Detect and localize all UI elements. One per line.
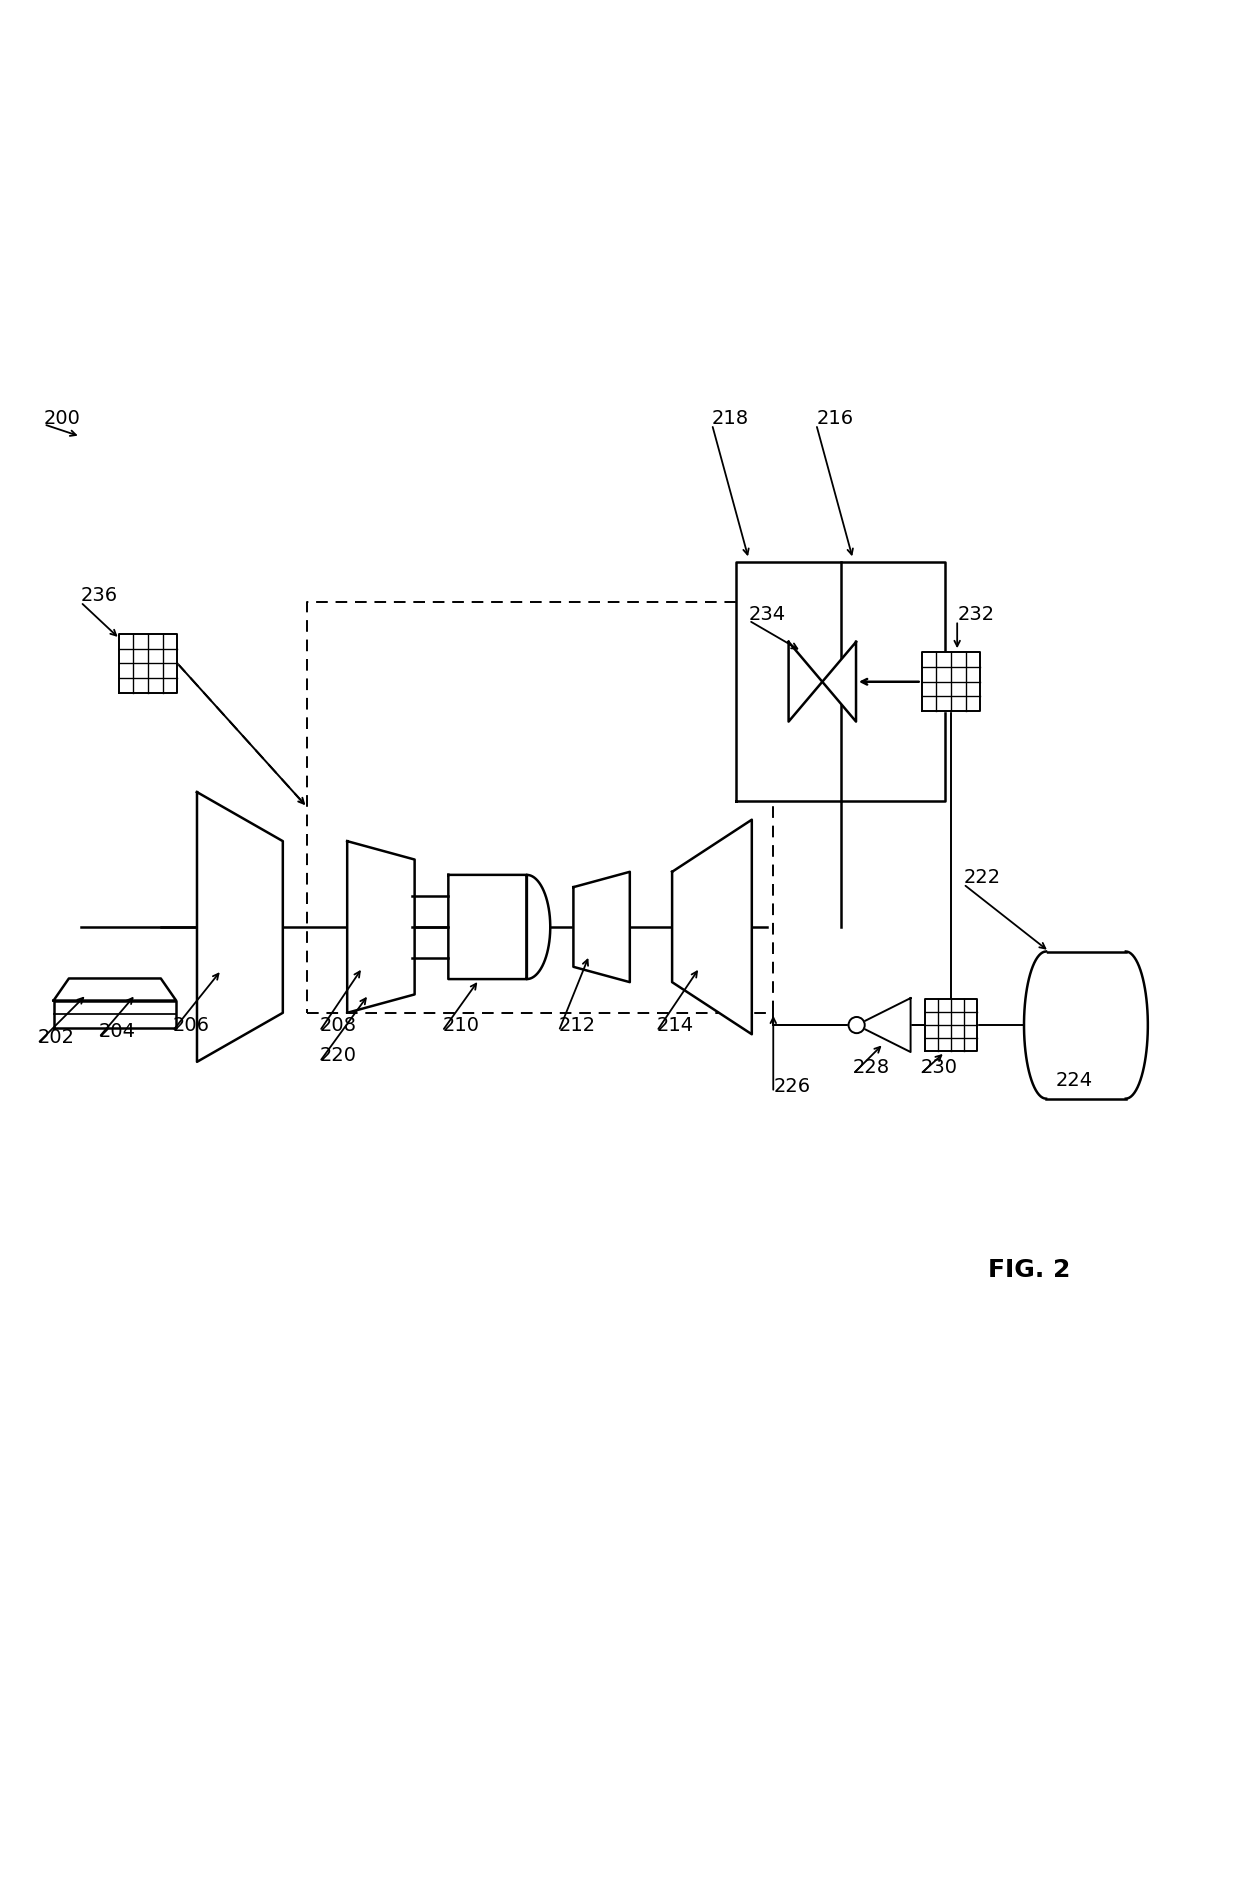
Text: 208: 208 bbox=[320, 1016, 357, 1035]
Text: 224: 224 bbox=[1055, 1071, 1092, 1090]
Text: 220: 220 bbox=[320, 1047, 357, 1066]
Polygon shape bbox=[1047, 952, 1126, 1098]
Circle shape bbox=[848, 1016, 864, 1033]
Text: 214: 214 bbox=[657, 1016, 694, 1035]
Text: 230: 230 bbox=[920, 1058, 957, 1077]
Polygon shape bbox=[449, 875, 551, 978]
Polygon shape bbox=[672, 820, 751, 1033]
Text: 202: 202 bbox=[37, 1028, 74, 1047]
Polygon shape bbox=[822, 641, 856, 721]
Text: 216: 216 bbox=[816, 409, 853, 428]
Text: 218: 218 bbox=[712, 409, 749, 428]
Text: 226: 226 bbox=[774, 1077, 811, 1096]
Text: 236: 236 bbox=[81, 586, 118, 605]
Text: FIG. 2: FIG. 2 bbox=[988, 1258, 1070, 1283]
Polygon shape bbox=[925, 999, 977, 1052]
Polygon shape bbox=[737, 561, 945, 801]
Polygon shape bbox=[1024, 952, 1047, 1098]
Polygon shape bbox=[573, 872, 630, 982]
Text: 222: 222 bbox=[963, 868, 1001, 887]
Polygon shape bbox=[921, 653, 981, 712]
Polygon shape bbox=[347, 841, 414, 1012]
Polygon shape bbox=[197, 792, 283, 1062]
Text: 228: 228 bbox=[853, 1058, 890, 1077]
Text: 234: 234 bbox=[749, 605, 786, 624]
Polygon shape bbox=[119, 634, 177, 693]
Text: 210: 210 bbox=[443, 1016, 479, 1035]
Polygon shape bbox=[857, 997, 910, 1052]
Polygon shape bbox=[53, 1001, 176, 1028]
Text: 204: 204 bbox=[99, 1022, 136, 1041]
Text: 206: 206 bbox=[172, 1016, 210, 1035]
Text: 200: 200 bbox=[43, 409, 81, 428]
Text: 212: 212 bbox=[559, 1016, 595, 1035]
Text: 232: 232 bbox=[957, 605, 994, 624]
Polygon shape bbox=[53, 978, 176, 1001]
Polygon shape bbox=[789, 641, 822, 721]
